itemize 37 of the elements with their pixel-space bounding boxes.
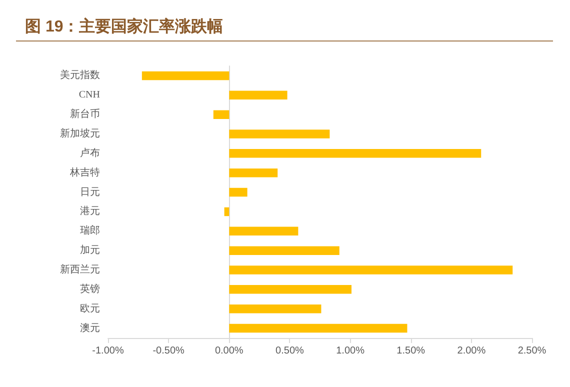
x-tick-label: 2.00% [457,346,486,356]
y-tick-label: 瑞郎 [80,224,100,237]
y-tick-label: 新台币 [70,108,100,120]
bar [213,110,230,119]
x-tick-label: 1.00% [336,346,365,356]
y-tick-label: 美元指数 [60,69,100,82]
chart-title: 图 19：主要国家汇率涨跌幅 [25,16,224,36]
y-tick-label: 日元 [80,186,100,198]
bar [224,207,230,216]
bar [229,188,248,197]
bar [229,149,482,158]
y-tick-label: 英镑 [80,282,100,295]
bar [229,168,278,178]
y-tick-label: 澳元 [80,322,100,334]
bar [229,324,408,333]
y-tick-label: 林吉特 [69,166,100,178]
x-tick-label: 1.50% [396,346,426,356]
bar [229,304,322,314]
bar [229,266,513,274]
x-tick-label: 0.50% [276,346,304,356]
y-tick-label: CNH [78,90,100,101]
y-tick-label: 新加坡元 [60,128,100,140]
bar [229,90,288,100]
y-tick-label: 欧元 [80,303,100,314]
y-tick-label: 加元 [80,244,100,256]
bar [229,246,340,255]
x-tick-label: -0.50% [152,346,185,356]
y-tick-label: 新西兰元 [60,264,100,276]
y-tick-label: 港元 [80,205,100,218]
y-tick-label: 卢布 [80,146,100,159]
x-tick-label: 0.00% [214,346,244,356]
bar [229,226,298,236]
x-tick-label: -1.00% [92,346,124,356]
x-tick-label: 2.50% [518,346,546,356]
bar [142,71,230,80]
bar [229,285,352,294]
bar [229,130,330,138]
